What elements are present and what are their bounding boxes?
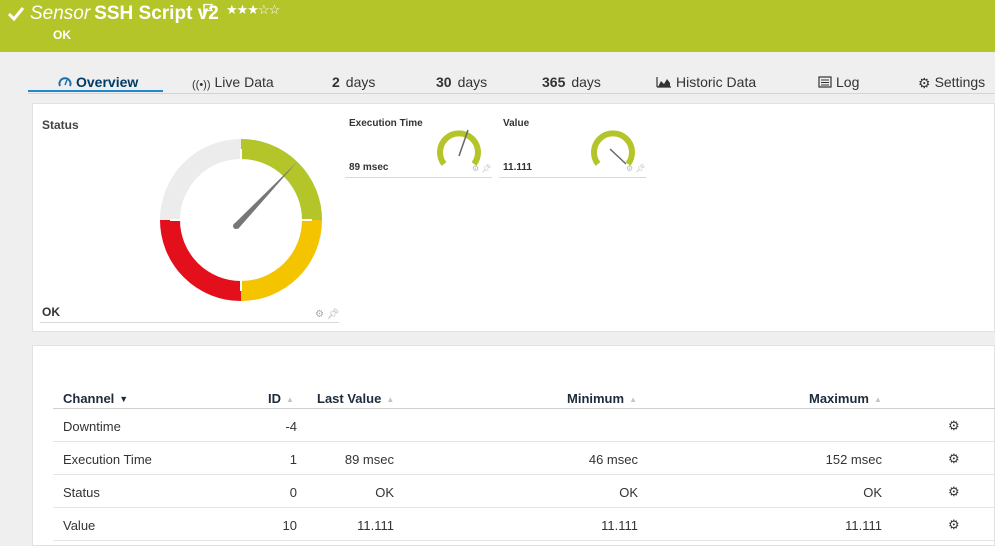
tab-log[interactable]: Log (818, 74, 859, 90)
value-gauge (591, 130, 635, 166)
table-header: Channel ▼ ID ▲ Last Value ▲ Minimum ▲ Maximu… (53, 383, 995, 409)
status-gauge (160, 139, 322, 301)
divider (499, 177, 646, 178)
tab-30-days[interactable]: 30 days (436, 74, 488, 90)
status-gauge-title: Status (42, 118, 79, 132)
channel-settings-icon[interactable]: ⚙ (948, 451, 960, 466)
sort-icon: ▲ (286, 395, 294, 404)
sort-icon: ▲ (629, 395, 637, 404)
check-icon (7, 7, 25, 22)
gauge-tools: ⚙ 📌︎ (472, 164, 492, 173)
status-gauge-value: OK (42, 305, 60, 319)
sort-icon: ▲ (386, 395, 395, 404)
table-row[interactable]: Execution Time 1 89 msec 46 msec 152 mse… (53, 442, 995, 475)
pin-icon[interactable]: 📌︎ (326, 309, 340, 320)
channel-settings-icon[interactable]: ⚙ (948, 517, 960, 532)
tab-overview[interactable]: Overview (58, 74, 138, 90)
tab-365-days[interactable]: 365 days (542, 74, 601, 90)
column-header-minimum[interactable]: Minimum ▲ (567, 391, 637, 406)
column-header-id[interactable]: ID ▲ (268, 391, 294, 406)
sensor-header: Sensor SSH Script v2 ★★★☆☆ OK (0, 0, 995, 52)
tab-2-days[interactable]: 2 days (332, 74, 376, 90)
channels-table: Channel ▼ ID ▲ Last Value ▲ Minimum ▲ Maximu… (53, 383, 995, 541)
sort-icon: ▲ (873, 395, 882, 404)
gear-icon: ⚙ (918, 75, 931, 91)
gauge-icon (58, 77, 72, 87)
gauge-needle (234, 162, 297, 229)
gauge-segment-ok (240, 139, 322, 221)
tab-settings[interactable]: ⚙ Settings (918, 74, 986, 91)
gauges-panel: Status OK ⚙ 📌︎ Execution Time 89 msec ⚙ … (32, 103, 995, 332)
table-row[interactable]: Downtime -4 ⚙ (53, 409, 995, 442)
mini-gauge-value-text: 11.111 (503, 162, 532, 173)
area-chart-icon (656, 77, 671, 88)
sensor-title: Sensor SSH Script v2 (30, 3, 219, 24)
tab-historic-data[interactable]: Historic Data (656, 74, 756, 90)
mini-gauge-execution-time: Execution Time 89 msec ⚙ 📌︎ (345, 118, 492, 178)
table-row[interactable]: Status 0 OK OK OK ⚙ (53, 475, 995, 508)
mini-gauge-title: Execution Time (349, 118, 423, 129)
channel-settings-icon[interactable]: ⚙ (948, 418, 960, 433)
priority-stars[interactable]: ★★★☆☆ (226, 2, 280, 17)
broadcast-icon: ((•)) (192, 79, 211, 91)
execution-time-gauge (437, 129, 481, 166)
mini-gauge-value: Value 11.111 ⚙ 📌︎ (499, 118, 646, 178)
flag-icon[interactable] (202, 3, 214, 17)
column-header-last-value[interactable]: Last Value ▲ (317, 391, 395, 406)
tab-bar: Overview ((•)) Live Data 2 days 30 days 365… (28, 70, 995, 94)
table-row[interactable]: Value 10 11.111 11.111 11.111 ⚙ (53, 508, 995, 541)
sensor-status: OK (53, 28, 71, 42)
gauge-segment-error (160, 219, 242, 301)
gauge-segment-warning (240, 219, 322, 301)
column-header-channel[interactable]: Channel ▼ (63, 391, 129, 406)
tab-live-data[interactable]: ((•)) Live Data (192, 74, 274, 91)
column-header-maximum[interactable]: Maximum ▲ (809, 391, 882, 406)
divider (345, 177, 492, 178)
channels-panel: Channel ▼ ID ▲ Last Value ▲ Minimum ▲ Maximu… (32, 345, 995, 546)
mini-gauge-title: Value (503, 118, 530, 129)
mini-gauge-value: 89 msec (349, 162, 389, 173)
gauge-tools: ⚙ 📌︎ (626, 164, 646, 173)
gauge-tools: ⚙ 📌︎ (315, 309, 339, 320)
divider (40, 322, 339, 323)
log-icon (818, 76, 832, 88)
gear-icon[interactable]: ⚙ (315, 309, 324, 320)
active-tab-indicator (28, 90, 163, 92)
channel-settings-icon[interactable]: ⚙ (948, 484, 960, 499)
sort-desc-icon: ▼ (119, 394, 129, 404)
